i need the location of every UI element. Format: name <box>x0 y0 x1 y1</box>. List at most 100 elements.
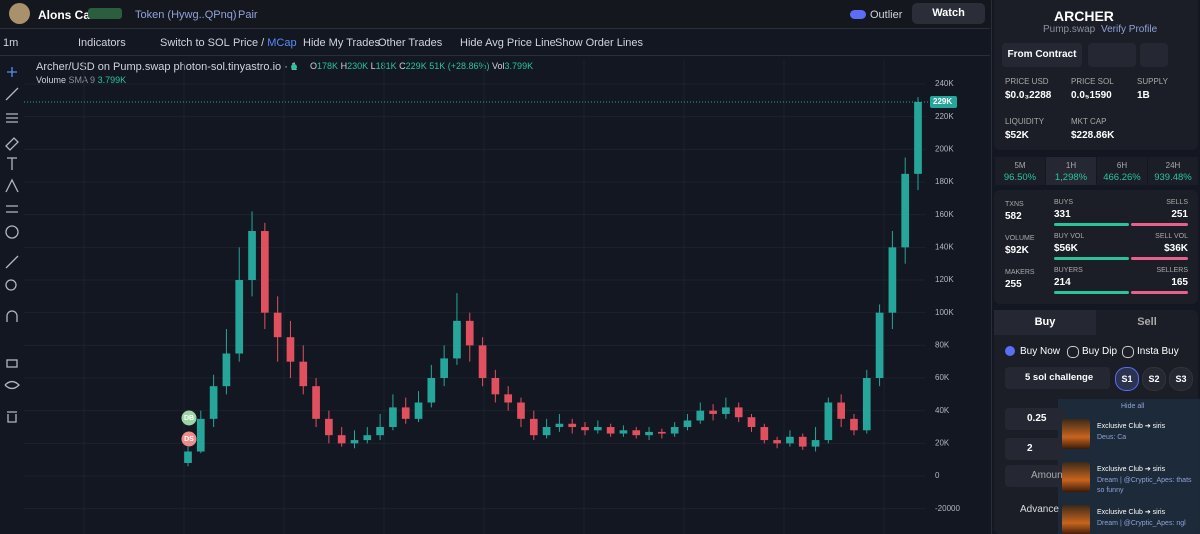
note-title[interactable]: Exclusive Club ➔ siris <box>1097 466 1166 473</box>
candle-body <box>773 440 781 444</box>
web-button[interactable] <box>1140 43 1168 67</box>
buy-bar <box>1054 291 1129 294</box>
outlier-label: Outlier <box>870 9 903 21</box>
timeframe-cell[interactable] <box>1097 157 1147 185</box>
candle-body <box>427 378 436 403</box>
live-dot <box>291 64 297 70</box>
pair-link[interactable]: Pair <box>238 9 258 21</box>
slot[interactable]: S2 <box>1142 367 1166 391</box>
candle-body <box>235 280 244 354</box>
switch-sol[interactable]: Switch to SOL <box>160 37 230 49</box>
candle-body <box>619 430 628 434</box>
stat-value: $228.86K <box>1071 130 1115 141</box>
y-tick-label: 0 <box>935 471 940 480</box>
candle-body <box>273 312 282 338</box>
sell-tab[interactable]: Sell <box>1137 316 1157 328</box>
candle-body <box>734 407 743 418</box>
timeframe-label: 1H <box>1065 161 1077 170</box>
indicators[interactable]: Indicators <box>78 37 126 49</box>
advanced[interactable]: Advance <box>1020 504 1059 515</box>
buy-tab[interactable]: Buy <box>994 310 1096 335</box>
mode-label: Buy Now <box>1020 346 1061 357</box>
candle-body <box>529 418 538 436</box>
timeframe-cell[interactable] <box>1046 157 1096 185</box>
mode-radio[interactable] <box>1005 346 1015 356</box>
candle-body <box>248 231 256 281</box>
preset[interactable]: 5 sol challenge <box>1005 367 1110 389</box>
sell-bar <box>1131 223 1188 226</box>
candle-body <box>581 427 589 431</box>
slash: / <box>261 37 265 49</box>
y-tick-label: 160K <box>935 210 954 219</box>
from-contract[interactable]: From Contract <box>1002 43 1082 67</box>
sell-bar <box>1131 257 1188 260</box>
note-title[interactable]: Exclusive Club ➔ siris <box>1097 509 1166 516</box>
left-value: 331 <box>1054 209 1071 220</box>
candle-body <box>184 451 192 463</box>
y-tick-label: 240K <box>935 79 954 88</box>
watch-button[interactable]: Watch <box>912 3 985 24</box>
amount-preset[interactable]: 0.25 <box>1005 408 1065 430</box>
token-card <box>994 0 1198 150</box>
timeframe-cell[interactable] <box>1148 157 1198 185</box>
row-label: MAKERS <box>1005 269 1035 276</box>
note-avatar <box>1062 505 1090 534</box>
stat-label: PRICE USD <box>1005 77 1049 86</box>
verify-profile[interactable]: Verify Profile <box>1101 24 1158 35</box>
token-link[interactable]: Token (Hywg..QPnq) <box>135 9 237 21</box>
amount-preset[interactable]: 2 <box>1005 438 1065 460</box>
price-toggle[interactable]: Price / MCap <box>233 37 297 49</box>
trade-marker <box>181 410 197 426</box>
outlier-toggle[interactable] <box>850 10 866 19</box>
candle-body <box>465 320 474 346</box>
tool-column <box>4 67 20 423</box>
note-title[interactable]: Exclusive Club ➔ siris <box>1097 423 1166 430</box>
slot[interactable]: S1 <box>1115 367 1139 391</box>
right-label: SELL VOL <box>1155 233 1188 240</box>
hide-all[interactable]: Hide all <box>1121 403 1145 410</box>
candle-body <box>747 417 756 428</box>
legend-value: 181K <box>376 61 397 71</box>
row-value: 255 <box>1005 279 1022 290</box>
timeframe-value: 96.50% <box>1003 172 1037 183</box>
top-bar <box>0 0 990 29</box>
candle-body <box>888 247 897 313</box>
legend-key: L <box>371 61 376 71</box>
y-tick-label: 120K <box>935 275 954 284</box>
candle-body <box>901 173 910 248</box>
candle-body <box>798 436 807 447</box>
candle-body <box>209 386 218 419</box>
amount-input[interactable]: Amoun <box>1005 465 1075 487</box>
price: Price <box>233 37 259 49</box>
x-button[interactable] <box>1088 43 1136 67</box>
other-trades[interactable]: Other Trades <box>378 37 443 49</box>
hide-trades[interactable]: Hide My Trades <box>303 37 381 49</box>
candle-body <box>261 231 269 313</box>
txn-card <box>994 190 1198 304</box>
last-price-box <box>930 95 957 108</box>
candle-body <box>542 427 551 436</box>
hide-avg[interactable]: Hide Avg Price Line <box>460 37 556 49</box>
mode-radio[interactable] <box>1122 346 1134 358</box>
legend-key: O <box>310 61 317 71</box>
show-orders[interactable]: Show Order Lines <box>555 37 644 49</box>
mode-radio[interactable] <box>1067 346 1079 358</box>
candle-body <box>414 402 423 419</box>
candle-body <box>555 423 564 428</box>
timeframe-cell[interactable] <box>995 157 1045 185</box>
sell-bar <box>1131 291 1188 294</box>
candle-body <box>632 430 641 436</box>
mode-label: Insta Buy <box>1137 346 1179 357</box>
candle-body <box>453 320 461 359</box>
slot[interactable]: S3 <box>1169 367 1193 391</box>
interval[interactable]: 1m <box>3 37 19 49</box>
legend-value: 178K <box>317 61 338 71</box>
y-tick-label: -20000 <box>935 504 960 513</box>
chart-title: Archer/USD on Pump.swap photon-sol.tinya… <box>36 61 297 73</box>
candle-body <box>645 431 653 436</box>
candle-body <box>683 420 692 428</box>
y-tick-label: 200K <box>935 144 954 153</box>
legend-key: H <box>341 61 348 71</box>
candle-body <box>811 440 820 447</box>
candle-body <box>824 402 833 441</box>
